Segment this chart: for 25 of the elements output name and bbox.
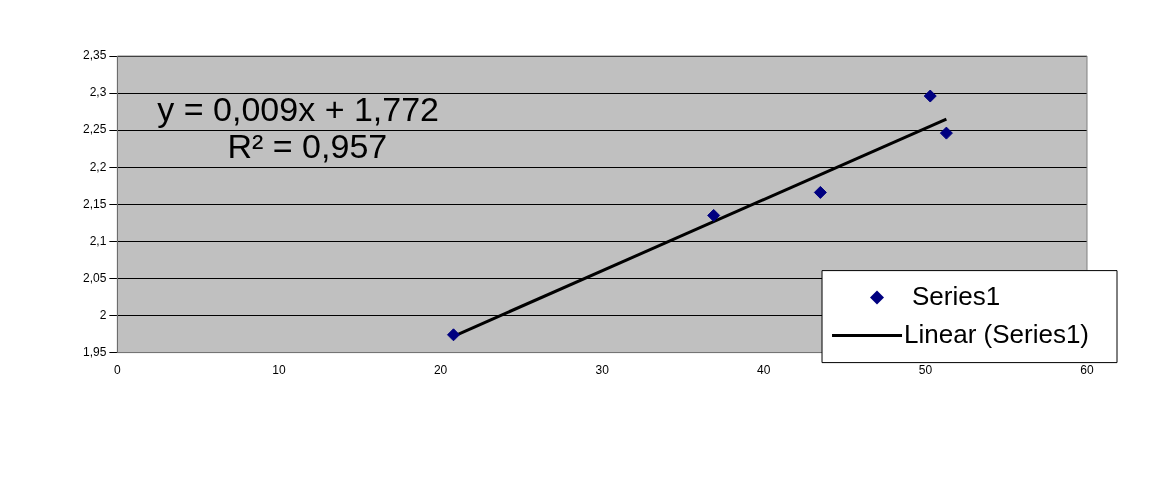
- x-tick-label: 50: [918, 363, 933, 378]
- x-tick-label: 0: [114, 363, 122, 378]
- y-tick-label: 1,95: [83, 344, 107, 359]
- x-tick-label: 10: [272, 363, 286, 378]
- y-tick-label: 2: [99, 307, 107, 322]
- y-tick-label: 2,1: [89, 233, 107, 248]
- y-tick-label: 2,2: [89, 159, 107, 174]
- y-tick-label: 2,35: [83, 48, 107, 63]
- point: [447, 328, 460, 342]
- point: [923, 89, 937, 103]
- point: [707, 208, 721, 222]
- point: [813, 185, 827, 199]
- point: [939, 126, 953, 140]
- legend-label: Series1: [912, 280, 1001, 311]
- x-tick-label: 60: [1080, 363, 1094, 378]
- x-tick-label: 20: [433, 363, 448, 378]
- annotation: y = 0,009x + 1,772: [157, 89, 440, 128]
- x-tick-label: 40: [757, 363, 771, 378]
- y-tick-label: 2,25: [83, 122, 107, 137]
- annotation: R² = 0,957: [227, 127, 388, 166]
- x-tick-label: 30: [595, 363, 610, 378]
- y-tick-label: 2,3: [89, 85, 107, 100]
- y-tick-label: 2,15: [83, 196, 107, 211]
- y-tick-label: 2,05: [83, 270, 107, 285]
- legend-label: Linear (Series1): [904, 318, 1090, 349]
